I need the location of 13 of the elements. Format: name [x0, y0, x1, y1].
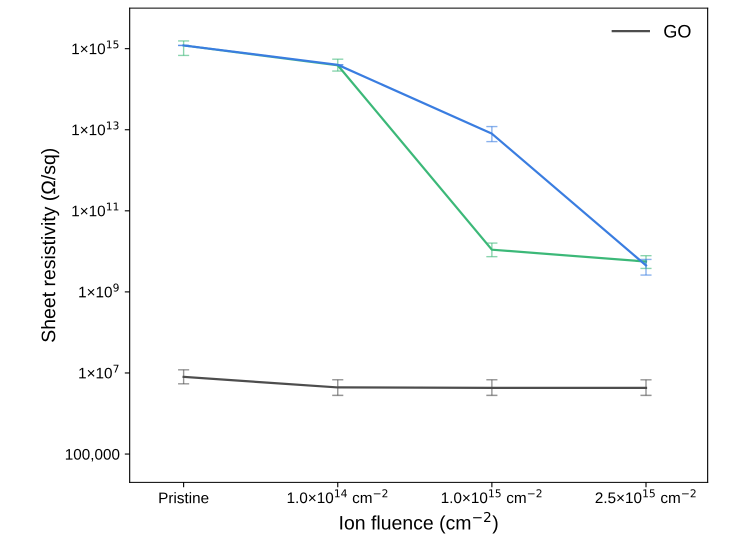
x-axis-title: Ion fluence (cm$^{−2}$)	[340, 512, 498, 534]
y-tick-label: 1×10$^{15}$	[72, 40, 118, 54]
y-axis-title: Sheet resistivity (Ω/sq)	[41, 148, 60, 342]
legend-label: GO	[664, 24, 691, 38]
x-tick-label: Pristine	[159, 492, 208, 504]
x-tick-label: 1.0×10$^{15}$ cm$^{−2}$	[442, 489, 542, 504]
y-tick-label: 1×10$^{13}$	[72, 121, 119, 136]
y-tick-label: 1×10$^{9}$	[79, 284, 119, 298]
y-tick-label: 1×10$^{11}$	[72, 202, 118, 216]
y-tick-label: 100,000	[66, 448, 120, 462]
x-tick-label: 1.0×10$^{14}$ cm$^{−2}$	[288, 489, 388, 504]
x-tick-label: 2.5×10$^{15}$ cm$^{−2}$	[596, 489, 696, 504]
y-tick-label: 1×10$^{7}$	[79, 364, 119, 379]
